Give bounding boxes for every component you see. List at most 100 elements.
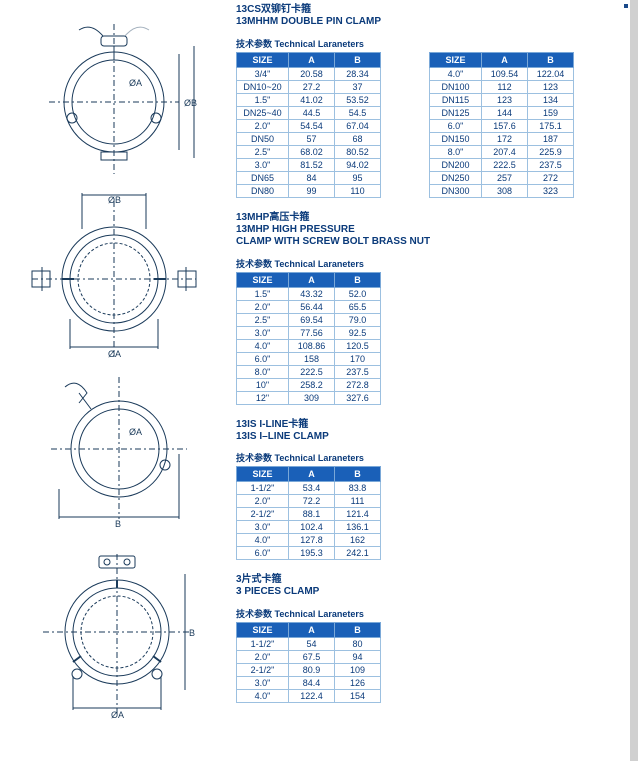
cell: 2.0" bbox=[237, 300, 289, 313]
cell: 102.4 bbox=[289, 521, 335, 534]
table-row: 4.0"122.4154 bbox=[237, 689, 381, 702]
cell: DN200 bbox=[430, 158, 482, 171]
col-header: A bbox=[289, 272, 335, 287]
tables-row: SIZEAB1-1/2"53.483.82.0"72.21112-1/2"88.… bbox=[236, 466, 622, 560]
cell: 207.4 bbox=[482, 145, 528, 158]
table-row: DN100112123 bbox=[430, 80, 574, 93]
cell: 225.9 bbox=[528, 145, 574, 158]
cell: 6.0" bbox=[237, 547, 289, 560]
cell: 2-1/2" bbox=[237, 663, 289, 676]
cell: 1.5" bbox=[237, 93, 289, 106]
cell: 2.5" bbox=[237, 313, 289, 326]
cell: 43.32 bbox=[289, 287, 335, 300]
col-header: B bbox=[528, 52, 574, 67]
cell: 6.0" bbox=[237, 352, 289, 365]
cell: 120.5 bbox=[335, 339, 381, 352]
table-row: DN150172187 bbox=[430, 132, 574, 145]
cell: 1.5" bbox=[237, 287, 289, 300]
table-row: 3.0"81.5294.02 bbox=[237, 158, 381, 171]
table-row: 10"258.2272.8 bbox=[237, 378, 381, 391]
table-row: 1-1/2"53.483.8 bbox=[237, 482, 381, 495]
cell: 157.6 bbox=[482, 119, 528, 132]
param-label: 技术参数 Technical Laraneters bbox=[236, 37, 622, 50]
cell: 94 bbox=[335, 650, 381, 663]
cell: 6.0" bbox=[430, 119, 482, 132]
cell: 308 bbox=[482, 184, 528, 197]
title-en: 13MHHM DOUBLE PIN CLAMP bbox=[236, 16, 622, 29]
table-row: DN25~4044.554.5 bbox=[237, 106, 381, 119]
cell: 1-1/2" bbox=[237, 637, 289, 650]
cell: 2.0" bbox=[237, 650, 289, 663]
cell: 222.5 bbox=[289, 365, 335, 378]
cell: 237.5 bbox=[335, 365, 381, 378]
col-header: A bbox=[482, 52, 528, 67]
title-cn: 13IS I-LINE卡箍 bbox=[236, 419, 622, 431]
table-row: 8.0"207.4225.9 bbox=[430, 145, 574, 158]
cell: 8.0" bbox=[237, 365, 289, 378]
table-row: 12"309327.6 bbox=[237, 391, 381, 404]
cell: 37 bbox=[335, 80, 381, 93]
cell: 81.52 bbox=[289, 158, 335, 171]
col-header: SIZE bbox=[237, 467, 289, 482]
table-row: 2.5"68.0280.52 bbox=[237, 145, 381, 158]
page: ØA ØB bbox=[0, 0, 630, 733]
title-cn: 3片式卡箍 bbox=[236, 574, 622, 586]
cell: 72.2 bbox=[289, 495, 335, 508]
diagram-13cs: ØA ØB bbox=[24, 4, 204, 184]
diagram-13is: ØA B bbox=[24, 364, 204, 539]
col-header: SIZE bbox=[237, 622, 289, 637]
cell: 109.54 bbox=[482, 67, 528, 80]
col-header: A bbox=[289, 52, 335, 67]
cell: 323 bbox=[528, 184, 574, 197]
cell: 77.56 bbox=[289, 326, 335, 339]
table-row: 6.0"195.3242.1 bbox=[237, 547, 381, 560]
cell: 121.4 bbox=[335, 508, 381, 521]
cell: 108.86 bbox=[289, 339, 335, 352]
cell: 3.0" bbox=[237, 521, 289, 534]
cell: 2.0" bbox=[237, 495, 289, 508]
cell: 111 bbox=[335, 495, 381, 508]
cell: 327.6 bbox=[335, 391, 381, 404]
cell: 122.04 bbox=[528, 67, 574, 80]
table-row: DN250257272 bbox=[430, 171, 574, 184]
cell: 154 bbox=[335, 689, 381, 702]
cell: 57 bbox=[289, 132, 335, 145]
title-cn: 13CS双铆钉卡箍 bbox=[236, 4, 622, 16]
cell: 242.1 bbox=[335, 547, 381, 560]
cell: 88.1 bbox=[289, 508, 335, 521]
table-row: DN505768 bbox=[237, 132, 381, 145]
section-1: 13MHP高压卡箍13MHP HIGH PRESSURE CLAMP WITH … bbox=[236, 212, 622, 405]
cell: 172 bbox=[482, 132, 528, 145]
cell: 159 bbox=[528, 106, 574, 119]
specs-column: 13CS双铆钉卡箍13MHHM DOUBLE PIN CLAMP 技术参数 Tec… bbox=[236, 4, 622, 729]
tables-row: SIZEAB1-1/2"54802.0"67.5942-1/2"80.91093… bbox=[236, 622, 622, 703]
cell: 53.52 bbox=[335, 93, 381, 106]
cell: 309 bbox=[289, 391, 335, 404]
diagrams-column: ØA ØB bbox=[24, 4, 204, 729]
cell: 68 bbox=[335, 132, 381, 145]
cell: 83.8 bbox=[335, 482, 381, 495]
table-row: 2.5"69.5479.0 bbox=[237, 313, 381, 326]
col-header: B bbox=[335, 52, 381, 67]
cell: 41.02 bbox=[289, 93, 335, 106]
cell: 144 bbox=[482, 106, 528, 119]
cell: 80.52 bbox=[335, 145, 381, 158]
cell: 3/4" bbox=[237, 67, 289, 80]
cell: 222.5 bbox=[482, 158, 528, 171]
table-row: 1.5"43.3252.0 bbox=[237, 287, 381, 300]
col-header: B bbox=[335, 467, 381, 482]
cell: 110 bbox=[335, 184, 381, 197]
cell: 170 bbox=[335, 352, 381, 365]
cell: 10" bbox=[237, 378, 289, 391]
table-row: 4.0"108.86120.5 bbox=[237, 339, 381, 352]
svg-text:B: B bbox=[115, 519, 121, 529]
param-label: 技术参数 Technical Laraneters bbox=[236, 257, 622, 270]
cell: 12" bbox=[237, 391, 289, 404]
cell: DN150 bbox=[430, 132, 482, 145]
spec-table: SIZEAB1-1/2"54802.0"67.5942-1/2"80.91093… bbox=[236, 622, 381, 703]
table-row: 2.0"54.5467.04 bbox=[237, 119, 381, 132]
cell: 257 bbox=[482, 171, 528, 184]
cell: 67.04 bbox=[335, 119, 381, 132]
cell: 4.0" bbox=[237, 534, 289, 547]
title-cn: 13MHP高压卡箍 bbox=[236, 212, 622, 224]
